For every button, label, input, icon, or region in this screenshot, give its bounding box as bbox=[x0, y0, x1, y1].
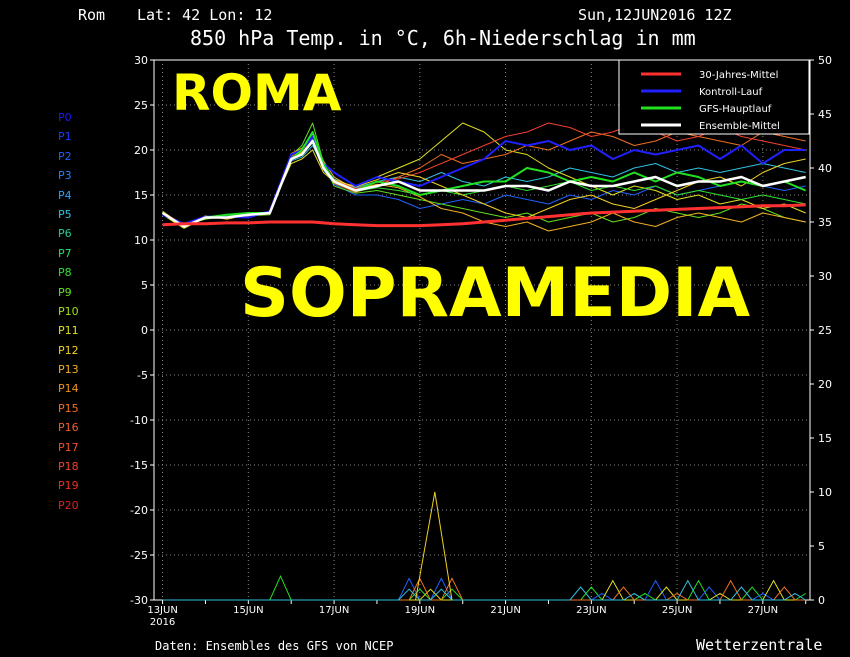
y2-tick-label: 5 bbox=[818, 540, 825, 553]
x-year-label: 2016 bbox=[150, 617, 175, 628]
member-label: P6 bbox=[58, 227, 72, 241]
x-tick-label: 19JUN bbox=[405, 605, 435, 616]
precip-line bbox=[162, 574, 806, 601]
y-tick-label: -5 bbox=[137, 369, 148, 382]
y2-tick-label: 45 bbox=[818, 108, 832, 121]
member-label: P19 bbox=[58, 479, 79, 493]
series-line-kontroll-lauf bbox=[162, 135, 806, 225]
member-label: P18 bbox=[58, 460, 79, 474]
y2-tick-label: 50 bbox=[818, 54, 832, 67]
y-tick-label: 10 bbox=[134, 234, 148, 247]
member-label: P3 bbox=[58, 169, 72, 183]
legend-label: Kontroll-Lauf bbox=[699, 87, 763, 98]
x-tick-label: 21JUN bbox=[490, 605, 520, 616]
y-tick-label: 0 bbox=[141, 324, 148, 337]
footer-brand: Wetterzentrale bbox=[696, 636, 823, 654]
precip-line bbox=[162, 577, 806, 601]
run-label: Sun,12JUN2016 12Z bbox=[578, 6, 732, 24]
precip-line bbox=[162, 579, 806, 601]
y2-tick-label: 20 bbox=[818, 378, 832, 391]
member-label: P8 bbox=[58, 266, 72, 280]
y-tick-label: 15 bbox=[134, 189, 148, 202]
member-label: P20 bbox=[58, 498, 79, 512]
member-label: P0 bbox=[58, 111, 72, 124]
y-tick-label: 30 bbox=[134, 54, 148, 67]
y2-tick-label: 0 bbox=[818, 594, 825, 607]
member-label: P4 bbox=[58, 188, 72, 202]
legend-label: Ensemble-Mittel bbox=[699, 121, 780, 132]
member-label: P17 bbox=[58, 440, 79, 454]
precip-line bbox=[162, 579, 806, 601]
x-tick-label: 17JUN bbox=[319, 605, 349, 616]
x-tick-label: 13JUN bbox=[147, 605, 177, 616]
member-label: P7 bbox=[58, 246, 72, 260]
legend-label: 30-Jahres-Mittel bbox=[699, 70, 778, 81]
y-tick-label: -20 bbox=[130, 504, 148, 517]
member-label: P1 bbox=[58, 130, 72, 144]
y-tick-label: -15 bbox=[130, 459, 148, 472]
member-label: P15 bbox=[58, 401, 79, 415]
legend-box bbox=[618, 59, 810, 135]
x-tick-label: 23JUN bbox=[576, 605, 606, 616]
y2-tick-label: 25 bbox=[818, 324, 832, 337]
member-label: P12 bbox=[58, 343, 79, 357]
legend-label: GFS-Hauptlauf bbox=[699, 104, 772, 115]
member-label: P5 bbox=[58, 207, 72, 221]
coords-label: Lat: 42 Lon: 12 bbox=[137, 6, 273, 24]
precip-peak-line bbox=[415, 491, 453, 601]
x-tick-label: 25JUN bbox=[662, 605, 692, 616]
chart-title: 850 hPa Temp. in °C, 6h-Niederschlag in … bbox=[190, 26, 696, 50]
y-tick-label: -10 bbox=[130, 414, 148, 427]
footer-source: Daten: Ensembles des GFS von NCEP bbox=[155, 639, 394, 653]
member-label: P10 bbox=[58, 304, 79, 318]
member-label: P13 bbox=[58, 363, 79, 377]
x-tick-label: 27JUN bbox=[748, 605, 778, 616]
y-tick-label: 5 bbox=[141, 279, 148, 292]
y-tick-label: 25 bbox=[134, 99, 148, 112]
y2-tick-label: 30 bbox=[818, 270, 832, 283]
y-tick-label: -30 bbox=[130, 594, 148, 607]
y2-tick-label: 10 bbox=[818, 486, 832, 499]
precip-line bbox=[162, 577, 806, 601]
member-label: P2 bbox=[58, 149, 72, 163]
member-label: P16 bbox=[58, 421, 79, 435]
y2-tick-label: 40 bbox=[818, 162, 832, 175]
y2-tick-label: 35 bbox=[818, 216, 832, 229]
member-label: P9 bbox=[58, 285, 72, 299]
overlay-city: ROMA bbox=[172, 64, 342, 122]
series-line-30-jahres-mittel bbox=[162, 203, 806, 228]
x-tick-label: 15JUN bbox=[233, 605, 263, 616]
member-list: P0 P1 P2 P3 P4 P5 P6 P7 P8 P9 P10 P11 P12 P13 P14 P15 P1… bbox=[58, 108, 79, 515]
y-tick-label: 20 bbox=[134, 144, 148, 157]
series-line-ensemble-mittel bbox=[161, 139, 806, 228]
overlay-label: SOPRAMEDIA bbox=[240, 254, 751, 333]
member-label: P11 bbox=[58, 324, 79, 338]
y-tick-label: -25 bbox=[130, 549, 148, 562]
location-label: Rom bbox=[78, 6, 106, 24]
member-label: P14 bbox=[58, 382, 79, 396]
y2-tick-label: 15 bbox=[818, 432, 832, 445]
